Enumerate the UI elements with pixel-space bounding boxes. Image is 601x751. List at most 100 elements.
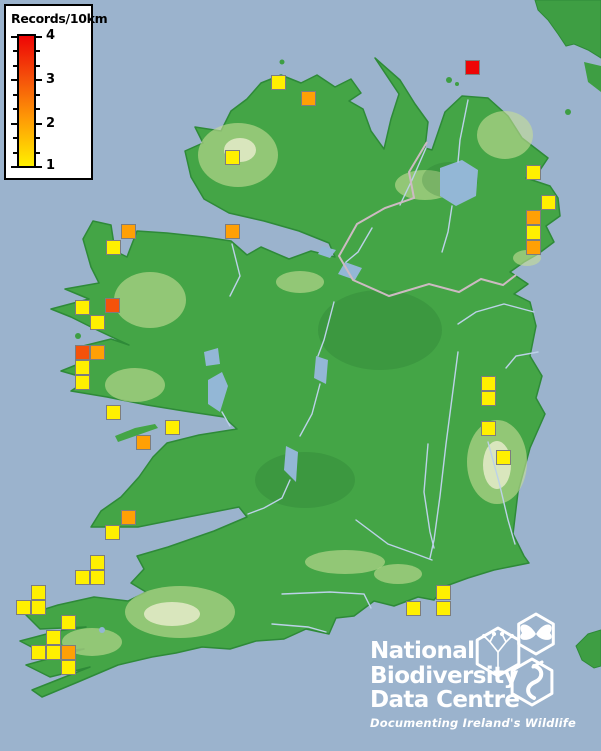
grid-cell	[164, 419, 180, 435]
islet	[455, 82, 459, 86]
legend-tick	[13, 152, 17, 154]
grid-cell	[435, 584, 451, 600]
lakes	[99, 160, 478, 633]
grid-cell	[45, 629, 61, 645]
grid-cell	[525, 224, 541, 240]
legend-tick	[13, 108, 17, 110]
legend-tick	[36, 65, 40, 67]
grid-cell	[60, 659, 76, 675]
grid-cell	[224, 223, 240, 239]
islet	[446, 77, 452, 83]
legend-tick	[11, 79, 17, 81]
grid-cell	[89, 344, 105, 360]
neighbor-landmass-wales	[575, 629, 601, 669]
legend-ticks	[6, 36, 95, 170]
legend-tick	[36, 137, 40, 139]
grid-cell	[30, 584, 46, 600]
grid-cell	[480, 390, 496, 406]
legend-tick	[13, 50, 17, 52]
legend-tick	[36, 123, 42, 125]
ireland-landmass	[19, 57, 561, 698]
ni-border-line	[337, 141, 517, 298]
rivers	[221, 99, 539, 633]
legend-box: Records/10km 4 3 2 1	[4, 4, 108, 180]
legend-tick	[11, 123, 17, 125]
islet	[75, 333, 81, 339]
grid-cell	[224, 149, 240, 165]
legend-tick	[36, 152, 40, 154]
legend-gradient-bar	[17, 34, 36, 168]
legend-tick	[36, 50, 40, 52]
grid-cell	[120, 223, 136, 239]
legend-tick	[11, 166, 17, 168]
grid-cell	[120, 509, 136, 525]
grid-cell	[74, 374, 90, 390]
neighbor-landmass-scotland	[534, 0, 601, 59]
logo-line-2: Biodiversity	[370, 662, 518, 689]
grid-cell	[105, 404, 121, 420]
grid-cell	[525, 209, 541, 225]
grid-cell	[60, 614, 76, 630]
grid-cell	[45, 644, 61, 660]
river-shannon	[247, 479, 291, 515]
legend-tick	[36, 108, 40, 110]
grid-cell	[104, 297, 120, 313]
neighbor-landmass-scotland-isle	[584, 62, 601, 92]
grid-cell	[89, 554, 105, 570]
nbdc-logo: National Biodiversity Data Centre Docume…	[370, 639, 601, 730]
grid-cell	[525, 164, 541, 180]
legend-label-3: 3	[46, 72, 56, 87]
grid-cell	[480, 420, 496, 436]
grid-cell	[525, 239, 541, 255]
hexagon-outline	[517, 612, 555, 656]
grid-cell	[405, 600, 421, 616]
grid-cell	[540, 194, 556, 210]
legend-label-4: 4	[46, 28, 56, 43]
grid-cell	[74, 299, 90, 315]
grid-cell	[105, 239, 121, 255]
grid-cell	[89, 314, 105, 330]
grid-cell	[15, 599, 31, 615]
lough-corrib	[208, 372, 228, 412]
grid-cell	[270, 74, 286, 90]
legend-tick	[36, 94, 40, 96]
legend-tick	[13, 137, 17, 139]
grid-cell	[74, 344, 90, 360]
legend-label-2: 2	[46, 116, 56, 131]
legend-tick	[36, 36, 42, 38]
lough-neagh	[440, 160, 478, 206]
seahorse-icon	[526, 660, 544, 700]
grid-cell	[300, 90, 316, 106]
legend-tick	[13, 65, 17, 67]
grid-cell	[464, 59, 480, 75]
butterfly-icon	[520, 624, 552, 640]
logo-line-3: Data Centre	[370, 687, 520, 713]
grid-cell	[104, 524, 120, 540]
legend-tick	[36, 79, 42, 81]
legend-label-1: 1	[46, 158, 56, 173]
islet	[279, 59, 285, 65]
grid-cell	[30, 599, 46, 615]
grid-cell	[435, 600, 451, 616]
grid-cell	[480, 375, 496, 391]
grid-cell	[30, 644, 46, 660]
legend-title: Records/10km	[11, 11, 108, 26]
legend-tick	[36, 166, 42, 168]
grid-cell	[60, 644, 76, 660]
grid-cell	[89, 569, 105, 585]
grid-cell	[74, 359, 90, 375]
logo-tagline: Documenting Ireland's Wildlife	[370, 715, 577, 730]
legend-tick	[11, 36, 17, 38]
aran-islands	[115, 424, 158, 442]
grid-cell	[135, 434, 151, 450]
legend-tick	[13, 94, 17, 96]
grid-cell	[74, 569, 90, 585]
hexagon-outline	[510, 657, 554, 707]
grid-cell	[495, 449, 511, 465]
neighbor-islet	[565, 109, 571, 115]
logo-line-1: National	[370, 638, 475, 664]
dandelion-icon	[481, 631, 515, 669]
